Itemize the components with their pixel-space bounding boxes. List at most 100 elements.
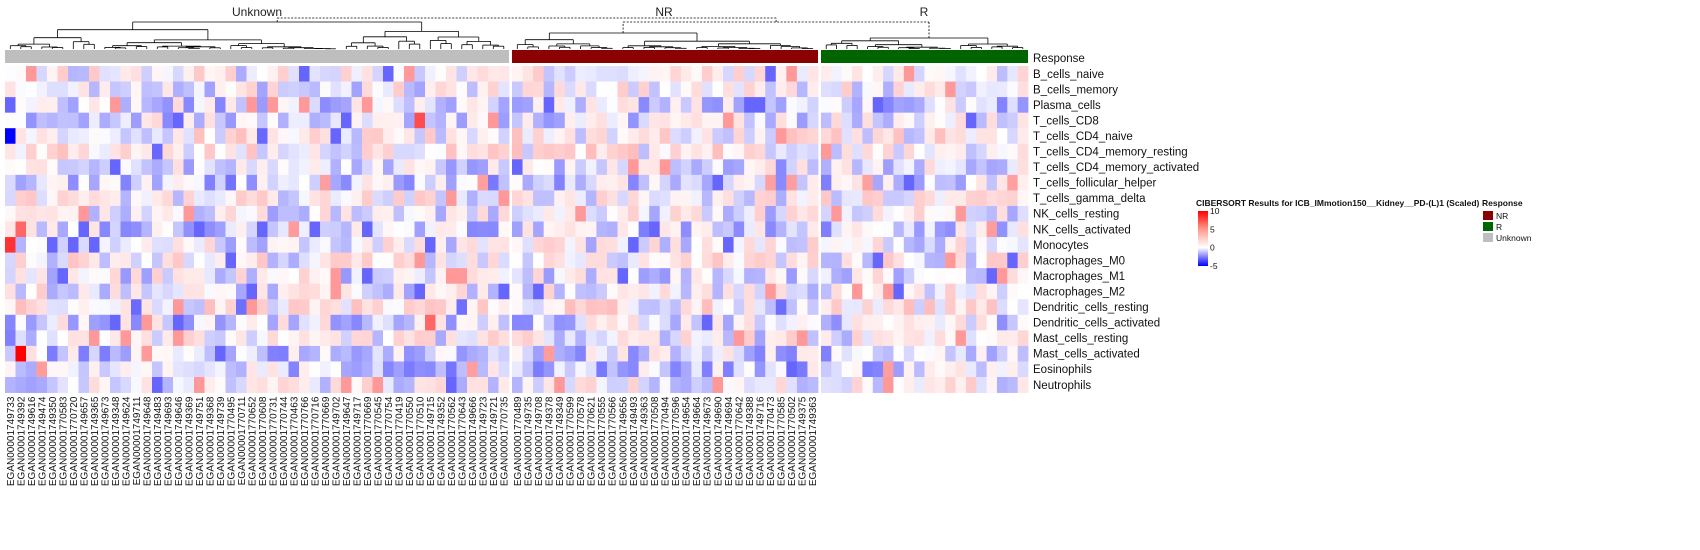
heatmap-cell (754, 314, 766, 331)
heatmap-cell (955, 174, 967, 191)
heatmap-cell (723, 268, 734, 285)
heatmap-cell (456, 81, 468, 98)
heatmap-cell (831, 299, 843, 316)
heatmap-cell (173, 314, 184, 331)
heatmap-cell (110, 128, 121, 145)
heatmap-cell (183, 128, 195, 145)
heatmap-cell (883, 221, 894, 238)
heatmap-cell (5, 237, 16, 253)
heatmap-cell (320, 299, 331, 316)
heatmap-cell (914, 345, 925, 362)
heatmap-cell (246, 252, 258, 269)
heatmap-cell (659, 190, 671, 207)
heatmap-cell (477, 128, 489, 145)
heatmap-cell (914, 252, 925, 269)
heatmap-cell (68, 81, 79, 98)
heatmap-cell (425, 112, 436, 129)
heatmap-cell (267, 143, 279, 160)
heatmap-cell (903, 314, 915, 331)
heatmap-cell (1017, 345, 1029, 362)
heatmap-cell (341, 128, 352, 145)
heatmap-cell (691, 143, 703, 160)
column-label: EGAN00001749648 (142, 396, 153, 486)
heatmap-cell (564, 361, 576, 378)
heatmap-cell (659, 299, 671, 316)
heatmap-cell (821, 205, 832, 222)
heatmap-cell (585, 174, 597, 191)
heatmap-cell (183, 283, 195, 300)
heatmap-cell (754, 221, 766, 238)
heatmap-cell (5, 205, 16, 222)
heatmap-cell (670, 190, 682, 207)
heatmap-cell (841, 97, 853, 114)
heatmap-cell (78, 128, 90, 145)
heatmap-cell (351, 237, 363, 253)
heatmap-cell (99, 205, 111, 222)
heatmap-cell (723, 190, 734, 207)
heatmap-cell (670, 143, 682, 160)
heatmap-cell (173, 330, 184, 347)
heatmap-cell (404, 330, 415, 347)
heatmap-cell (821, 330, 832, 347)
heatmap-cell (425, 128, 436, 145)
heatmap-cell (585, 330, 597, 347)
heatmap-cell (78, 97, 90, 114)
heatmap-cell (246, 283, 258, 300)
heatmap-cell (435, 330, 447, 347)
heatmap-cell (267, 299, 279, 316)
heatmap-cell (267, 237, 279, 253)
heatmap-cell (596, 143, 608, 160)
heatmap-cell (404, 299, 415, 316)
column-label: EGAN00001770494 (661, 396, 672, 486)
heatmap-cell (903, 283, 915, 300)
heatmap-cell (765, 159, 777, 176)
heatmap-cell (477, 361, 489, 378)
heatmap-cell (976, 345, 987, 362)
heatmap-cell (554, 190, 566, 207)
column-label: EGAN00001770735 (499, 396, 510, 486)
heatmap-cell (131, 314, 142, 331)
heatmap-cell (649, 252, 661, 269)
heatmap-cell (236, 97, 247, 114)
heatmap-cell (309, 299, 321, 316)
heatmap-cell (976, 174, 987, 191)
heatmap-cell (585, 345, 597, 362)
heatmap-cell (786, 159, 798, 176)
heatmap-cell (236, 314, 247, 331)
heatmap-cell (404, 159, 415, 176)
heatmap-cell (215, 299, 226, 316)
heatmap-cell (383, 268, 394, 285)
heatmap-cell (522, 377, 534, 393)
heatmap-cell (585, 190, 597, 207)
heatmap-cell (456, 299, 468, 316)
heatmap-cell (754, 97, 766, 114)
legend-swatch-r (1483, 222, 1493, 231)
heatmap-cell (596, 174, 608, 191)
heatmap-cell (78, 377, 90, 393)
heatmap-cell (120, 190, 132, 207)
heatmap-cell (945, 330, 956, 347)
heatmap-cell (278, 221, 289, 238)
heatmap-cell (638, 361, 650, 378)
heatmap-cell (872, 330, 884, 347)
heatmap-cell (775, 361, 787, 378)
heatmap-cell (225, 252, 237, 269)
heatmap-cell (425, 143, 436, 160)
heatmap-cell (467, 237, 478, 253)
heatmap-cell (299, 377, 310, 393)
heatmap-cell (680, 237, 692, 253)
heatmap-cell (383, 345, 394, 362)
heatmap-cell (775, 66, 787, 82)
heatmap-cell (659, 66, 671, 82)
heatmap-cell (617, 345, 629, 362)
heatmap-cell (955, 299, 967, 316)
heatmap-cell (512, 205, 523, 222)
heatmap-cell (872, 112, 884, 129)
heatmap-cell (89, 81, 100, 98)
heatmap-cell (498, 174, 510, 191)
heatmap-cell (120, 174, 132, 191)
heatmap-cell (477, 97, 489, 114)
heatmap-cell (512, 330, 523, 347)
heatmap-cell (225, 143, 237, 160)
column-label: EGAN00001749616 (27, 396, 38, 486)
